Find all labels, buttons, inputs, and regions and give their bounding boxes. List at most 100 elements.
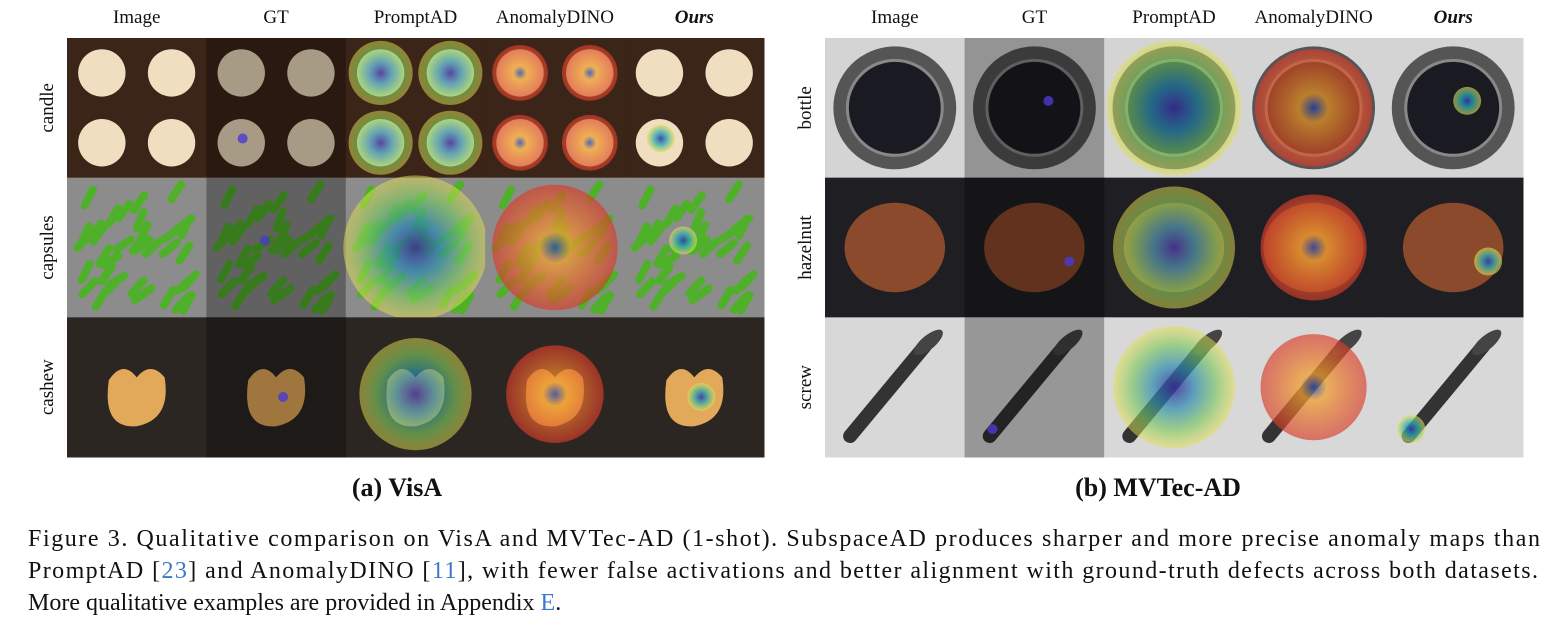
image-tile	[1383, 317, 1524, 458]
gt-defect	[278, 391, 289, 402]
candle	[217, 49, 265, 97]
cashew	[247, 368, 306, 427]
capsule	[312, 214, 335, 234]
capsule	[236, 262, 256, 286]
capsule	[661, 273, 683, 295]
citation-link: 11	[432, 558, 457, 584]
capsule	[129, 191, 149, 214]
candle	[705, 119, 753, 167]
citation-link: 23	[161, 558, 186, 584]
capsule	[457, 290, 475, 315]
capsule	[167, 180, 186, 204]
capsule	[687, 191, 706, 214]
capsule	[103, 273, 125, 295]
capsule	[132, 207, 148, 233]
image-tile	[67, 177, 207, 318]
row-label: candle	[37, 83, 58, 133]
column-header: GT	[1022, 7, 1048, 28]
row-label: cashew	[37, 359, 58, 415]
image-tile	[1243, 38, 1384, 179]
column-header: PromptAD	[1132, 7, 1215, 28]
caption-text: ], with fewer false activations and bett…	[458, 558, 1538, 584]
capsule	[266, 276, 288, 298]
heatmap	[1112, 326, 1236, 449]
capsule	[77, 259, 94, 284]
capsule	[733, 241, 751, 265]
gt-defect	[259, 235, 270, 246]
heatmap	[1453, 86, 1482, 115]
image-tile	[1243, 177, 1384, 318]
capsule	[280, 237, 303, 258]
capsule	[717, 285, 735, 310]
capsule	[97, 262, 117, 286]
capsule	[132, 284, 156, 303]
capsule	[672, 199, 691, 223]
capsule	[89, 222, 108, 246]
heatmap	[1474, 247, 1503, 276]
screw	[982, 338, 1073, 444]
image-tile	[964, 177, 1105, 318]
capsule	[141, 237, 163, 258]
capsule	[313, 274, 335, 295]
bottle	[1404, 58, 1503, 157]
image-tile	[345, 317, 486, 458]
caption-line: More qualitative examples are provided i…	[28, 590, 561, 616]
capsule	[85, 219, 105, 242]
capsule	[158, 238, 181, 259]
capsule	[78, 277, 99, 299]
column-header: Ours	[675, 7, 714, 28]
capsule	[225, 219, 245, 242]
capsule	[173, 214, 196, 234]
capsule	[174, 274, 196, 295]
bottle	[845, 58, 944, 157]
capsule	[216, 259, 234, 284]
candle	[287, 49, 335, 97]
screw	[1472, 329, 1502, 356]
image-tile	[1243, 317, 1384, 458]
capsule	[175, 241, 194, 265]
capsule	[104, 204, 123, 228]
capsule	[662, 204, 680, 228]
image-tile	[67, 317, 207, 458]
candle	[287, 119, 335, 167]
caption-text: ] and AnomalyDINO [	[188, 558, 430, 584]
heatmap	[348, 40, 413, 105]
capsule	[159, 285, 178, 310]
row-label: capsules	[37, 215, 58, 279]
row-label: bottle	[795, 86, 816, 129]
capsule	[693, 220, 710, 246]
heatmap	[418, 40, 483, 105]
heatmap	[348, 110, 413, 175]
capsule	[643, 219, 663, 242]
image-tile	[343, 175, 488, 320]
gt-shade	[964, 317, 1105, 458]
capsule	[638, 185, 655, 210]
capsule	[91, 287, 110, 311]
image-tile	[345, 38, 486, 179]
heatmap	[506, 345, 604, 443]
panel-label: (a) VisA	[352, 473, 443, 502]
caption-text: More qualitative examples are provided i…	[28, 590, 541, 616]
column-header: Image	[113, 7, 160, 28]
gt-shade	[206, 177, 347, 318]
gt-defect	[1064, 256, 1075, 267]
image-tile	[964, 317, 1105, 458]
caption-line: PromptAD [23] and AnomalyDINO [11], with…	[28, 558, 1538, 584]
gt-shade	[206, 317, 347, 458]
capsule	[220, 185, 237, 210]
capsule	[112, 235, 136, 254]
capsule	[244, 204, 262, 228]
heatmap	[687, 383, 716, 411]
capsule	[272, 284, 295, 303]
cashew	[107, 368, 166, 427]
heatmap	[669, 226, 698, 255]
heatmap	[1397, 415, 1426, 444]
capsule	[127, 276, 148, 298]
heatmap	[418, 110, 483, 175]
gt-shade	[206, 38, 347, 179]
capsule	[114, 199, 134, 223]
image-tile	[825, 38, 966, 179]
capsule	[298, 238, 321, 259]
capsule	[77, 222, 93, 247]
